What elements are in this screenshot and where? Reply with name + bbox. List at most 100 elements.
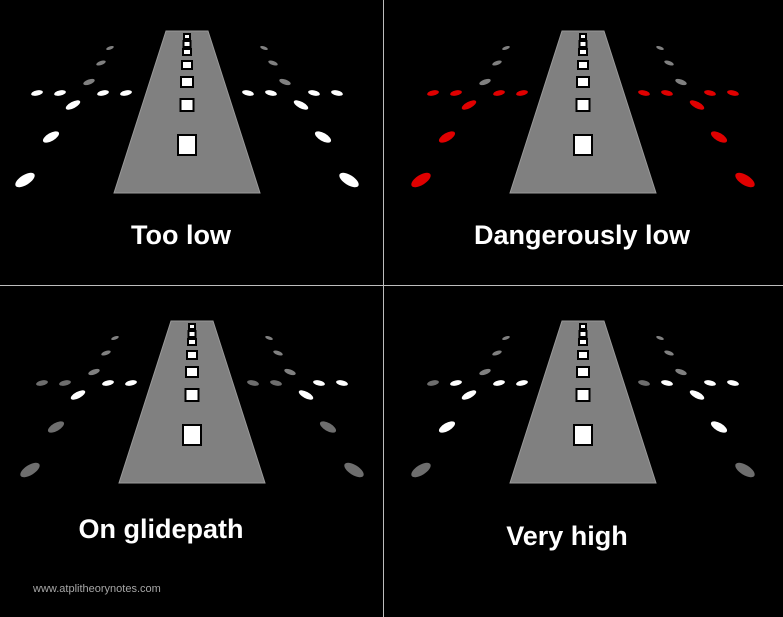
papi-light [493, 380, 505, 386]
centerline-marking [190, 325, 194, 328]
papi-light [638, 380, 650, 386]
centerline-marking [188, 352, 196, 358]
on-glidepath-panel: On glidepath [0, 286, 383, 617]
approach-light [265, 335, 273, 341]
papi-light [331, 90, 343, 96]
approach-light [106, 45, 114, 51]
centerline-marking [580, 332, 586, 336]
approach-light [15, 172, 35, 188]
centerline-marking [183, 62, 191, 68]
papi-light [661, 90, 673, 96]
approach-light [438, 131, 456, 143]
centerline-marking [578, 78, 588, 86]
approach-light [260, 45, 268, 51]
approach-light [42, 131, 60, 143]
approach-light [101, 350, 111, 356]
approach-light [735, 462, 755, 478]
papi-light [36, 380, 48, 386]
papi-light [661, 380, 673, 386]
papi-light [97, 90, 109, 96]
approach-light [339, 172, 359, 188]
approach-light [689, 390, 705, 400]
papi-light [493, 90, 505, 96]
approach-light [411, 462, 431, 478]
approach-light [461, 390, 477, 400]
approach-light [479, 78, 491, 86]
very-high-panel: Very high [384, 286, 783, 617]
centerline-marking [184, 426, 200, 444]
centerline-marking [581, 35, 585, 38]
papi-light [125, 380, 137, 386]
papi-light [54, 90, 66, 96]
papi-light [336, 380, 348, 386]
centerline-marking [579, 62, 587, 68]
approach-light [492, 60, 502, 66]
approach-light [47, 421, 65, 433]
papi-light [727, 90, 739, 96]
centerline-marking [181, 100, 193, 110]
papi-light [638, 90, 650, 96]
runway-approach-lights-illustration [411, 320, 755, 484]
approach-light [83, 78, 95, 86]
approach-light [710, 131, 728, 143]
approach-light [298, 390, 314, 400]
centerline-marking [186, 390, 198, 400]
papi-light [727, 380, 739, 386]
papi-light [59, 380, 71, 386]
approach-light [675, 368, 687, 376]
horizontal-divider [0, 285, 783, 286]
approach-light [268, 60, 278, 66]
panel-caption: On glidepath [78, 514, 244, 544]
approach-light [689, 100, 705, 110]
papi-light [450, 380, 462, 386]
papi-light [31, 90, 43, 96]
centerline-marking [581, 325, 585, 328]
watermark: www.atplitheorynotes.com [33, 583, 161, 595]
approach-light [735, 172, 755, 188]
approach-light [710, 421, 728, 433]
approach-light [20, 462, 40, 478]
approach-light [279, 78, 291, 86]
approach-light [479, 368, 491, 376]
runway-approach-lights-illustration [20, 320, 364, 484]
centerline-marking [580, 42, 586, 46]
papi-light [704, 90, 716, 96]
approach-light [502, 335, 510, 341]
approach-light [461, 100, 477, 110]
papi-light [242, 90, 254, 96]
papi-light [427, 90, 439, 96]
centerline-marking [580, 340, 586, 344]
papi-light [270, 380, 282, 386]
approach-light [664, 60, 674, 66]
dangerously-low-panel: Dangerously low [384, 0, 783, 285]
centerline-marking [575, 426, 591, 444]
papi-light [516, 380, 528, 386]
runway-approach-lights-illustration [411, 30, 755, 194]
centerline-marking [185, 35, 189, 38]
approach-light [344, 462, 364, 478]
centerline-marking [575, 136, 591, 154]
approach-light [111, 335, 119, 341]
centerline-marking [577, 390, 589, 400]
approach-light [438, 421, 456, 433]
centerline-marking [189, 340, 195, 344]
papi-light [313, 380, 325, 386]
approach-light [492, 350, 502, 356]
centerline-marking [577, 100, 589, 110]
approach-light [284, 368, 296, 376]
centerline-marking [182, 78, 192, 86]
papi-light [308, 90, 320, 96]
vertical-divider [383, 0, 384, 617]
papi-light [265, 90, 277, 96]
panel-caption: Too low [131, 220, 231, 250]
centerline-marking [578, 368, 588, 376]
panel-caption: Dangerously low [473, 220, 691, 250]
runway-approach-lights-illustration [15, 30, 359, 194]
too-low-panel: Too low [0, 0, 383, 285]
approach-light [502, 45, 510, 51]
centerline-marking [189, 332, 195, 336]
papi-light [427, 380, 439, 386]
approach-light [96, 60, 106, 66]
approach-light [314, 131, 332, 143]
approach-light [664, 350, 674, 356]
